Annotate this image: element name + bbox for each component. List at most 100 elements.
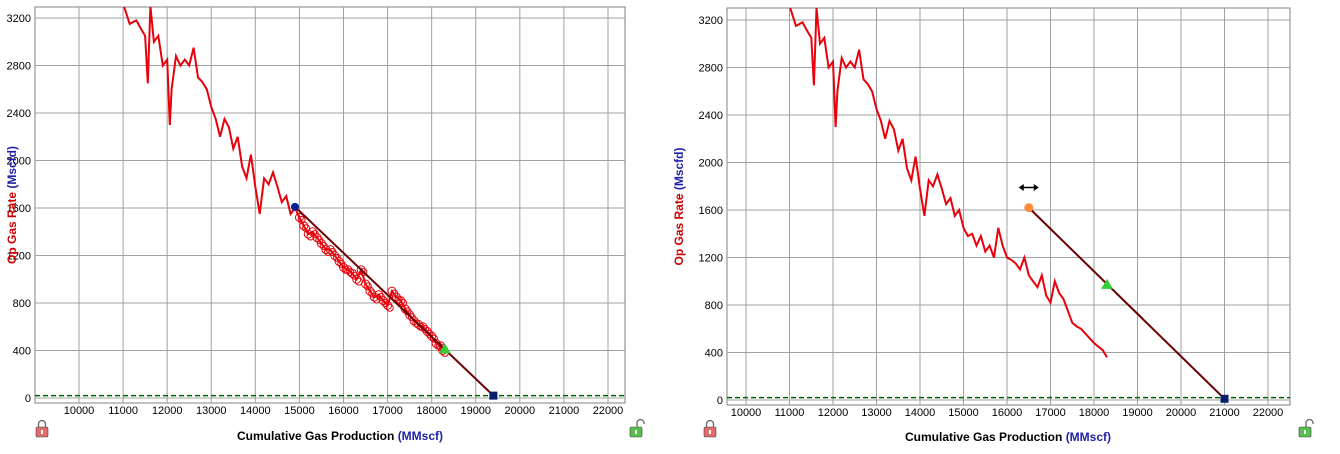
forecast-line[interactable] bbox=[294, 206, 495, 397]
y-tick-label: 1600 bbox=[699, 205, 723, 217]
y-tick-label: 2000 bbox=[7, 156, 31, 168]
x-tick-label: 17000 bbox=[372, 405, 403, 417]
selected-data-point bbox=[369, 292, 379, 302]
x-tick-label: 18000 bbox=[416, 405, 447, 417]
x-tick-label: 12000 bbox=[152, 405, 183, 417]
forecast-start-marker[interactable] bbox=[1024, 203, 1034, 213]
x-axis-title: Cumulative Gas Production (MMscf) bbox=[237, 429, 443, 443]
plot-frame bbox=[726, 7, 1291, 406]
y-tick-label: 800 bbox=[705, 300, 723, 312]
y-axis-title: Op Gas Rate (Mscfd) bbox=[672, 147, 686, 265]
selected-data-point bbox=[325, 245, 335, 255]
selected-data-point bbox=[399, 299, 408, 307]
x-tick-label: 22000 bbox=[1253, 407, 1284, 419]
lock-open-icon[interactable] bbox=[1298, 418, 1314, 438]
selected-data-point bbox=[297, 215, 306, 224]
x-tick-label: 16000 bbox=[328, 405, 359, 417]
x-tick-label: 11000 bbox=[775, 407, 805, 419]
x-tick-label: 14000 bbox=[240, 405, 271, 417]
selected-data-point bbox=[356, 265, 366, 275]
selected-data-point bbox=[303, 229, 313, 239]
y-tick-label: 2000 bbox=[699, 158, 723, 170]
y-tick-label: 2800 bbox=[7, 61, 31, 73]
selected-data-point bbox=[396, 296, 406, 306]
selected-data-point bbox=[324, 247, 333, 256]
selected-data-point bbox=[365, 286, 375, 296]
x-tick-label: 16000 bbox=[992, 407, 1023, 419]
x-tick-label: 22000 bbox=[593, 405, 624, 417]
plot-frame bbox=[34, 6, 626, 404]
x-tick-label: 19000 bbox=[1122, 407, 1153, 419]
right-chart-panel[interactable]: 10000 11000 12000 13000 14000 15000 16000 17000… bbox=[672, 6, 1314, 444]
lock-keyhole bbox=[709, 430, 711, 434]
selected-data-point bbox=[385, 303, 394, 312]
selected-data-point bbox=[374, 290, 384, 300]
x-tick-label: 21000 bbox=[549, 405, 580, 417]
production-series-line bbox=[123, 7, 444, 351]
forecast-mid-marker[interactable] bbox=[438, 343, 451, 354]
selected-data-point bbox=[334, 256, 344, 266]
x-tick-label: 13000 bbox=[196, 405, 227, 417]
selected-data-point bbox=[383, 300, 393, 310]
y-tick-label: 3200 bbox=[7, 13, 31, 25]
y-tick-label: 1600 bbox=[7, 203, 31, 215]
forecast-end-marker[interactable] bbox=[1220, 394, 1229, 403]
forecast-start-marker[interactable] bbox=[291, 202, 300, 211]
selected-data-point bbox=[405, 310, 415, 320]
selected-data-point bbox=[425, 329, 434, 338]
selected-data-point bbox=[427, 331, 437, 341]
y-tick-label: 1200 bbox=[699, 253, 723, 265]
lock-shackle bbox=[37, 419, 47, 427]
y-tick-label: 0 bbox=[717, 395, 723, 407]
x-tick-label: 21000 bbox=[1209, 407, 1240, 419]
selected-data-point bbox=[387, 286, 397, 296]
x-tick-label: 12000 bbox=[818, 407, 849, 419]
x-tick-label: 10000 bbox=[64, 405, 95, 417]
y-tick-label: 1200 bbox=[7, 251, 31, 263]
lock-shackle bbox=[1305, 418, 1314, 427]
y-tick-label: 800 bbox=[13, 298, 31, 310]
selected-data-point bbox=[347, 268, 357, 278]
lock-keyhole bbox=[41, 430, 43, 434]
selected-data-point bbox=[294, 213, 304, 222]
forecast-line[interactable] bbox=[1028, 206, 1226, 400]
y-axis-title: Op Gas Rate (Mscfd) bbox=[5, 146, 19, 264]
x-tick-label: 20000 bbox=[1166, 407, 1197, 419]
lock-closed-icon[interactable] bbox=[703, 419, 717, 438]
lock-open-icon[interactable] bbox=[629, 418, 645, 438]
selected-data-point bbox=[299, 221, 309, 231]
x-axis-title: Cumulative Gas Production (MMscf) bbox=[905, 430, 1111, 444]
x-tick-label: 11000 bbox=[108, 405, 138, 417]
selected-data-point bbox=[302, 224, 311, 233]
lock-shackle bbox=[636, 418, 645, 427]
selected-data-point bbox=[306, 232, 315, 241]
drag-handle-icon[interactable] bbox=[1018, 183, 1039, 191]
x-tick-label: 19000 bbox=[460, 405, 491, 417]
x-tick-label: 13000 bbox=[861, 407, 892, 419]
selected-data-point bbox=[330, 251, 340, 260]
x-tick-label: 17000 bbox=[1035, 407, 1066, 419]
drag-handle-arrow-right bbox=[1033, 183, 1039, 191]
y-tick-label: 2400 bbox=[699, 110, 723, 122]
production-series-line bbox=[789, 8, 1108, 358]
selected-data-point bbox=[372, 295, 381, 304]
lock-closed-icon[interactable] bbox=[35, 419, 49, 438]
x-tick-label: 15000 bbox=[948, 407, 979, 419]
drag-handle-arrow-left bbox=[1018, 183, 1024, 191]
x-tick-label: 15000 bbox=[284, 405, 315, 417]
forecast-end-marker[interactable] bbox=[489, 391, 498, 400]
lock-keyhole bbox=[635, 430, 637, 434]
selected-data-point bbox=[381, 299, 390, 307]
selected-data-point bbox=[359, 268, 368, 277]
selected-data-point bbox=[431, 338, 441, 348]
y-tick-label: 2800 bbox=[699, 63, 723, 75]
x-tick-label: 10000 bbox=[731, 407, 762, 419]
left-chart-panel[interactable]: 10000 11000 12000 13000 14000 15000 16000 17000… bbox=[5, 4, 645, 443]
y-tick-label: 400 bbox=[705, 348, 723, 360]
lock-keyhole bbox=[1304, 430, 1306, 434]
x-tick-label: 20000 bbox=[505, 405, 536, 417]
lock-shackle bbox=[705, 419, 715, 427]
x-tick-label: 18000 bbox=[1079, 407, 1110, 419]
forecast-mid-marker[interactable] bbox=[1101, 278, 1114, 289]
